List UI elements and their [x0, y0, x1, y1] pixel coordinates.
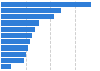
Bar [1, 8, 61, 13]
Bar [1, 39, 30, 44]
Bar [1, 2, 91, 7]
Bar [1, 64, 10, 69]
Bar [1, 45, 28, 51]
Bar [1, 33, 32, 38]
Bar [1, 58, 24, 63]
Bar [1, 14, 54, 19]
Bar [1, 20, 39, 26]
Bar [1, 52, 26, 57]
Bar [1, 27, 35, 32]
